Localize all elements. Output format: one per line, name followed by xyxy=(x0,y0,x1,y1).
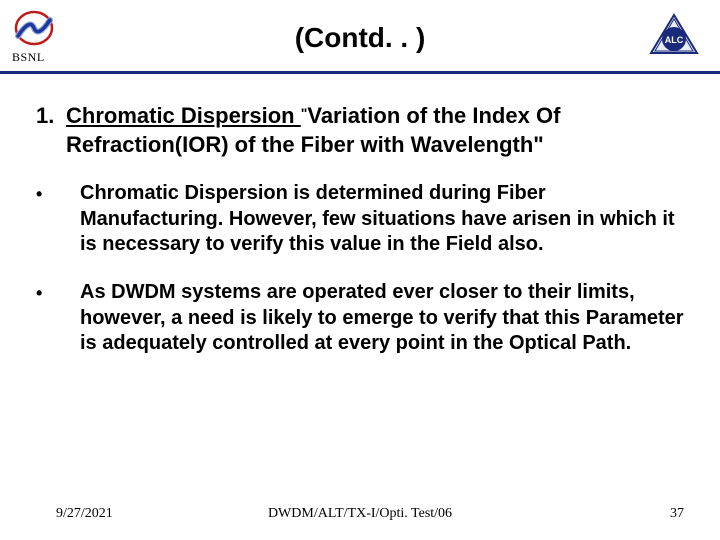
bsnl-label: BSNL xyxy=(12,50,45,65)
header-left: BSNL xyxy=(12,8,56,65)
bullet-dot-icon: • xyxy=(36,181,80,258)
underlined-term: Chromatic Dispersion xyxy=(66,103,301,128)
bullet-dot-icon: • xyxy=(36,280,80,357)
bullet-item: • As DWDM systems are operated ever clos… xyxy=(36,280,684,357)
footer-date: 9/27/2021 xyxy=(56,506,113,522)
alc-logo-icon: ALC xyxy=(648,13,700,61)
bullet-item: • Chromatic Dispersion is determined dur… xyxy=(36,181,684,258)
svg-text:ALC: ALC xyxy=(665,35,684,45)
footer-page-number: 37 xyxy=(670,506,684,522)
bsnl-logo-icon xyxy=(12,8,56,48)
bullet-text: As DWDM systems are operated ever closer… xyxy=(80,280,684,357)
item-number: 1. xyxy=(36,102,66,159)
footer-reference: DWDM/ALT/TX-I/Opti. Test/06 xyxy=(268,506,452,522)
slide-footer: 9/27/2021 DWDM/ALT/TX-I/Opti. Test/06 37 xyxy=(0,506,720,522)
numbered-item: 1. Chromatic Dispersion "Variation of th… xyxy=(36,102,684,159)
quote-open: " xyxy=(301,105,308,121)
slide-content: 1. Chromatic Dispersion "Variation of th… xyxy=(0,74,720,357)
slide-title: (Contd. . ) xyxy=(295,22,426,54)
bullet-text: Chromatic Dispersion is determined durin… xyxy=(80,181,684,258)
item-body: Chromatic Dispersion "Variation of the I… xyxy=(66,102,684,159)
